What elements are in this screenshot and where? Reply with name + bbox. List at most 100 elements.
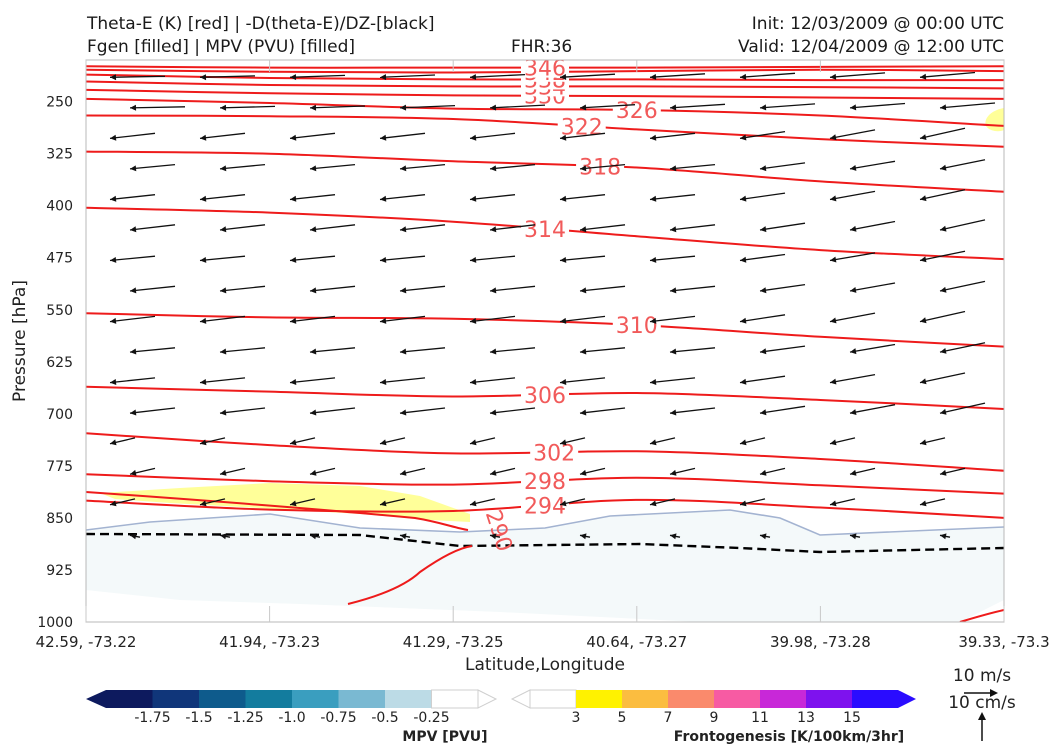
wind-arrow (939, 402, 986, 414)
x-tick-label: 39.98, -73.28 (770, 633, 871, 651)
wind-arrow (669, 163, 716, 170)
wind-arrow (399, 224, 446, 231)
fgen-colorbar-tick: 13 (797, 710, 815, 726)
wind-arrow (919, 250, 966, 262)
wind-arrow-head (470, 379, 477, 385)
contour-label-346: 346 (524, 57, 566, 82)
wind-arrow-head (310, 287, 317, 294)
theta-e-contour-318 (86, 150, 1004, 193)
wind-arrow-head (850, 165, 857, 171)
mpv-colorbar-tick: -1.0 (278, 710, 305, 726)
wind-arrow-head (130, 287, 137, 294)
wind-arrow (849, 404, 896, 414)
theta-e-contour-290 (347, 545, 473, 605)
plot-frame (85, 59, 1005, 623)
wind-arrow (759, 345, 806, 353)
wind-arrow-head (110, 439, 117, 446)
contour-label-306: 306 (524, 384, 566, 409)
wind-arrow-head (290, 74, 297, 81)
wind-arrow (739, 253, 786, 262)
wind-arrow-head (490, 348, 497, 355)
plot-area: 2942983023063103143183223263303343383423… (86, 57, 1004, 622)
wind-arrow (289, 74, 346, 78)
wind-arrow (289, 132, 336, 140)
contour-label-bg-314 (521, 218, 569, 239)
wind-arrow (399, 407, 446, 414)
wind-arrow (199, 377, 246, 384)
wind-arrow-head (670, 287, 677, 294)
wind-arrow-head (650, 257, 657, 263)
wind-arrow (199, 315, 246, 323)
wind-arrow-head (110, 195, 117, 202)
wind-arrow-head (380, 317, 387, 324)
wind-arrow-head (580, 348, 587, 355)
wind-arrow (489, 163, 536, 170)
wind-arrow (309, 105, 366, 109)
wind-arrow-head (580, 226, 587, 233)
vector-key-horizontal-label: 10 m/s (953, 666, 1011, 686)
mpv-colorbar-cell (106, 690, 153, 708)
wind-arrow (469, 73, 526, 78)
wind-arrow-head (220, 104, 227, 111)
wind-arrow-head (580, 104, 587, 111)
wind-arrow (219, 407, 266, 414)
init-time: Init: 12/03/2009 @ 00:00 UTC (751, 14, 1004, 34)
terrain-line (86, 509, 1004, 536)
wind-arrow (739, 72, 796, 78)
wind-arrow (309, 163, 356, 170)
wind-arrow-head (650, 134, 657, 141)
mpv-colorbar-tick: -0.75 (320, 710, 356, 726)
dtheta-dz-dashed-line (86, 532, 1004, 554)
wind-arrow-head (310, 409, 317, 416)
wind-arrow-head (760, 348, 767, 355)
wind-arrow-head (380, 379, 387, 385)
y-tick-label: 925 (46, 563, 73, 579)
wind-arrow-head (490, 226, 497, 233)
wind-arrow (739, 375, 786, 384)
wind-arrow-head (760, 287, 767, 294)
wind-arrow (649, 255, 696, 262)
wind-arrow-head (940, 104, 947, 111)
wind-arrow (739, 314, 786, 323)
fgen-colorbar-cell (529, 689, 577, 709)
wind-arrow (109, 132, 156, 140)
frontogenesis-patch-upper (985, 108, 1004, 132)
wind-arrow-head (920, 256, 927, 263)
wind-arrow-head (220, 165, 227, 172)
wind-arrow (199, 75, 256, 78)
wind-arrow (829, 129, 876, 140)
wind-arrow-head (850, 533, 857, 540)
contour-label-bg-294 (521, 495, 569, 516)
wind-arrow-head (470, 317, 477, 324)
wind-arrow-head (760, 469, 767, 476)
contour-label-bg-318 (576, 156, 625, 177)
wind-arrow-head (400, 287, 407, 294)
wind-arrow-head (920, 73, 927, 80)
wind-arrow (649, 377, 696, 384)
wind-arrow-head (380, 74, 387, 81)
wind-arrow-head (830, 439, 837, 446)
wind-arrow (129, 224, 176, 231)
wind-arrow-head (940, 164, 947, 171)
wind-arrow-head (670, 165, 677, 172)
wind-arrow-head (130, 226, 137, 233)
theta-e-contour-290-upper (86, 491, 469, 531)
wind-arrow (939, 342, 986, 353)
wind-arrow (919, 71, 976, 78)
wind-arrow-head (130, 348, 137, 355)
wind-arrow-head (650, 500, 657, 507)
wind-arrow-head (200, 74, 207, 81)
wind-arrow (109, 315, 156, 323)
wind-arrow (489, 224, 536, 231)
wind-arrow-head (400, 104, 407, 111)
contour-label-310: 310 (616, 314, 658, 339)
wind-arrow-head (470, 439, 477, 446)
y-tick-label: 550 (46, 303, 73, 319)
wind-arrow (399, 104, 456, 109)
fgen-colorbar-cell (852, 690, 898, 708)
mpv-colorbar-cell (199, 690, 246, 708)
wind-arrow (309, 285, 356, 292)
wind-arrow-head (130, 165, 137, 172)
wind-arrow-head (290, 257, 297, 263)
wind-arrow-head (580, 287, 587, 294)
